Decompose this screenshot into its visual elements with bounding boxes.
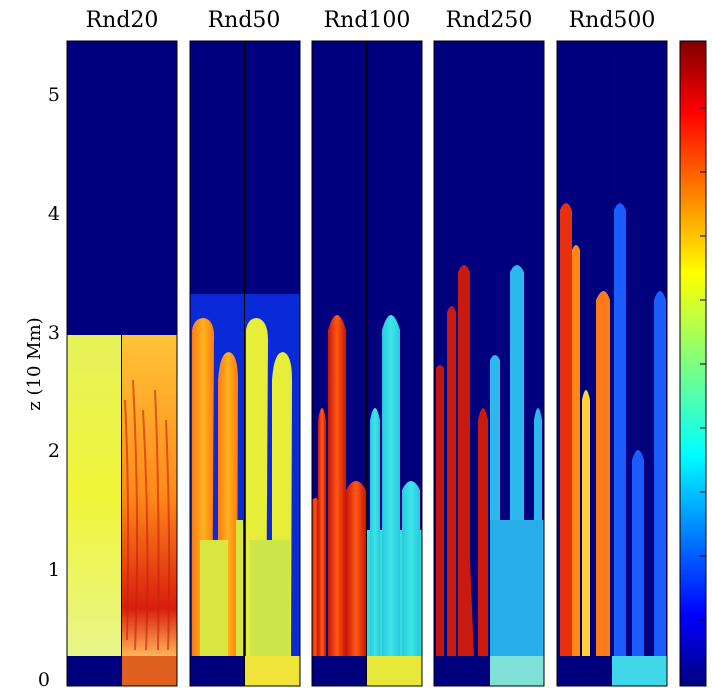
panel-title-rnd250: Rnd250 <box>446 8 533 33</box>
panel-rnd100 <box>311 40 423 687</box>
y-axis-label: z (10 Mm) <box>24 317 45 410</box>
panel-title-rnd20: Rnd20 <box>86 8 159 33</box>
y-tick-3: 3 <box>48 322 60 344</box>
panel-rnd20 <box>66 40 178 687</box>
panel-title-rnd500: Rnd500 <box>569 8 656 33</box>
panel-rnd500 <box>556 40 668 687</box>
y-tick-2: 2 <box>48 440 60 462</box>
y-tick-4: 4 <box>48 203 60 225</box>
y-tick-0: 0 <box>38 669 50 688</box>
y-tick-1: 1 <box>48 559 60 581</box>
panel-rnd250 <box>433 40 545 687</box>
panel-title-rnd100: Rnd100 <box>324 8 411 33</box>
panel-rnd50 <box>189 40 301 687</box>
panel-title-rnd50: Rnd50 <box>208 8 281 33</box>
colorbar <box>679 40 707 687</box>
y-tick-5: 5 <box>48 84 60 106</box>
